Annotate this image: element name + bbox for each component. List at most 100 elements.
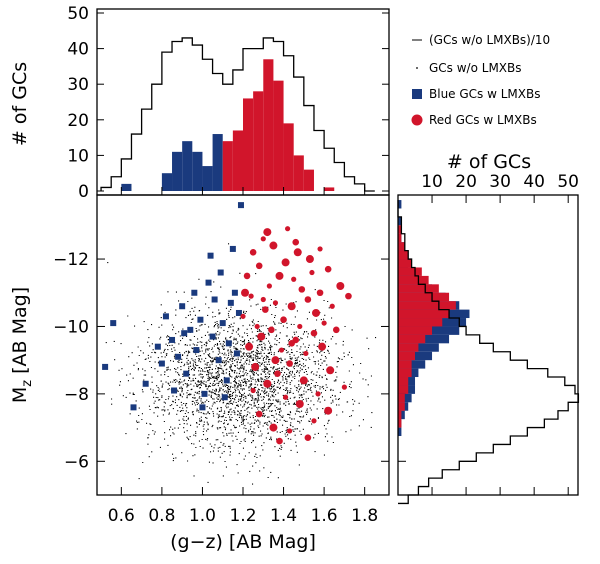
scatter-blue-point: [175, 353, 182, 360]
scatter-red-point: [241, 288, 250, 297]
scatter-red-point: [255, 262, 263, 270]
right-red-bar: [398, 368, 412, 378]
scatter-red-point: [321, 320, 327, 326]
scatter-blue-point: [154, 343, 161, 350]
scatter-xlabel: (g−z) [AB Mag]: [170, 531, 316, 553]
scatter-blue-point: [227, 299, 234, 306]
scatter-dot-population: [105, 243, 377, 485]
scatter-red-point: [318, 342, 327, 351]
scatter-red-point: [240, 313, 246, 319]
right-histogram-panel: 10 20 30 40 50 # of GCs: [397, 151, 580, 505]
scatter-ytick-label: −6: [64, 452, 89, 472]
legend-dot-marker: [416, 67, 418, 69]
scatter-red-point: [249, 249, 257, 256]
right-histogram-frame: [397, 194, 579, 496]
scatter-xtick-label: 1.0: [189, 506, 216, 526]
top-ytick-label: 10: [67, 146, 89, 166]
right-red-bar: [398, 233, 402, 243]
scatter-blue-point: [219, 320, 226, 327]
scatter-xtick-label: 1.6: [311, 506, 338, 526]
scatter-xtick-label: 1.8: [351, 506, 378, 526]
top-red-bar: [303, 169, 314, 191]
scatter-red-point: [304, 434, 312, 441]
scatter-blue-point: [237, 202, 244, 209]
scatter-blue-point: [162, 313, 169, 320]
right-red-bar: [398, 284, 439, 293]
scatter-blue-point: [142, 380, 149, 387]
scatter-red-point: [345, 292, 352, 300]
top-red-bar: [253, 91, 264, 191]
top-blue-bar: [202, 166, 213, 191]
right-red-bar: [398, 275, 429, 285]
right-red-bar: [398, 318, 443, 327]
scatter-red-point: [287, 302, 296, 311]
scatter-blue-point: [181, 330, 188, 337]
right-red-bar: [398, 343, 419, 352]
scatter-red-point: [271, 356, 280, 365]
top-blue-bar: [192, 151, 203, 191]
scatter-blue-point: [221, 394, 228, 401]
scatter-red-point: [255, 410, 263, 418]
top-red-bar: [324, 187, 335, 191]
top-ytick-label: 30: [67, 75, 89, 95]
scatter-red-point: [281, 258, 290, 267]
right-histogram-bars: [398, 200, 470, 437]
right-histogram-outline: [397, 200, 580, 505]
scatter-red-point: [316, 289, 324, 297]
scatter-ylabel-main: M: [9, 387, 31, 403]
top-ytick-label: 50: [67, 4, 89, 24]
top-blue-bar: [172, 151, 183, 191]
top-histogram-outline: [100, 37, 375, 192]
scatter-panel: 0.6 0.8 1.0 1.2 1.4 1.6 1.8 −12 −10 −8 −6 (g−z) […: [9, 187, 406, 553]
scatter-red-point: [282, 394, 289, 400]
scatter-blue-point: [211, 296, 218, 303]
legend: (GCs w/o LMXBs)/10 GCs w/o LMXBs Blue GC…: [411, 33, 550, 127]
scatter-blue-points: [102, 202, 244, 411]
right-red-bar: [398, 250, 409, 260]
scatter-red-point: [245, 342, 254, 351]
scatter-red-point: [268, 326, 275, 334]
scatter-red-point: [288, 340, 295, 347]
scatter-red-points: [240, 226, 352, 445]
top-red-bar: [222, 141, 233, 191]
right-red-bar: [398, 377, 409, 386]
scatter-red-point: [280, 316, 287, 324]
scatter-blue-point: [205, 279, 212, 286]
scatter-blue-point: [191, 289, 198, 296]
scatter-red-point: [266, 283, 272, 289]
top-blue-bar: [182, 141, 193, 191]
top-histogram-ylabel: # of GCs: [9, 62, 31, 146]
scatter-blue-point: [102, 363, 109, 370]
top-red-bar: [293, 155, 304, 191]
right-blue-bar: [398, 427, 402, 437]
scatter-red-point: [251, 362, 260, 371]
scatter-ylabel: Mz [AB Mag]: [9, 287, 35, 403]
scatter-red-point: [254, 323, 260, 330]
right-xtick-label: 30: [489, 172, 511, 192]
scatter-red-point: [276, 437, 283, 445]
scatter-red-point: [269, 423, 278, 432]
scatter-ytick-label: −8: [64, 385, 89, 405]
scatter-red-point: [326, 366, 335, 375]
top-red-bar: [232, 130, 243, 191]
right-red-bar: [398, 410, 402, 420]
scatter-ytick-label: −10: [53, 317, 89, 337]
scatter-xtick-label: 0.6: [108, 506, 135, 526]
legend-label: Blue GCs w LMXBs: [429, 87, 541, 101]
scatter-xtick-label: 0.8: [148, 506, 175, 526]
scatter-red-point: [315, 391, 321, 397]
scatter-red-point: [260, 236, 266, 242]
scatter-red-point: [299, 376, 308, 385]
scatter-red-point: [304, 296, 312, 303]
right-red-bar: [398, 309, 450, 319]
scatter-red-point: [285, 226, 291, 232]
scatter-red-point: [278, 347, 285, 353]
scatter-red-point: [248, 293, 254, 299]
scatter-red-point: [262, 306, 269, 313]
right-histogram-title: # of GCs: [447, 151, 531, 173]
scatter-red-point: [292, 238, 300, 246]
scatter-blue-point: [207, 252, 214, 259]
legend-item-dots: GCs w/o LMXBs: [416, 61, 522, 75]
scatter-blue-point: [169, 336, 176, 343]
